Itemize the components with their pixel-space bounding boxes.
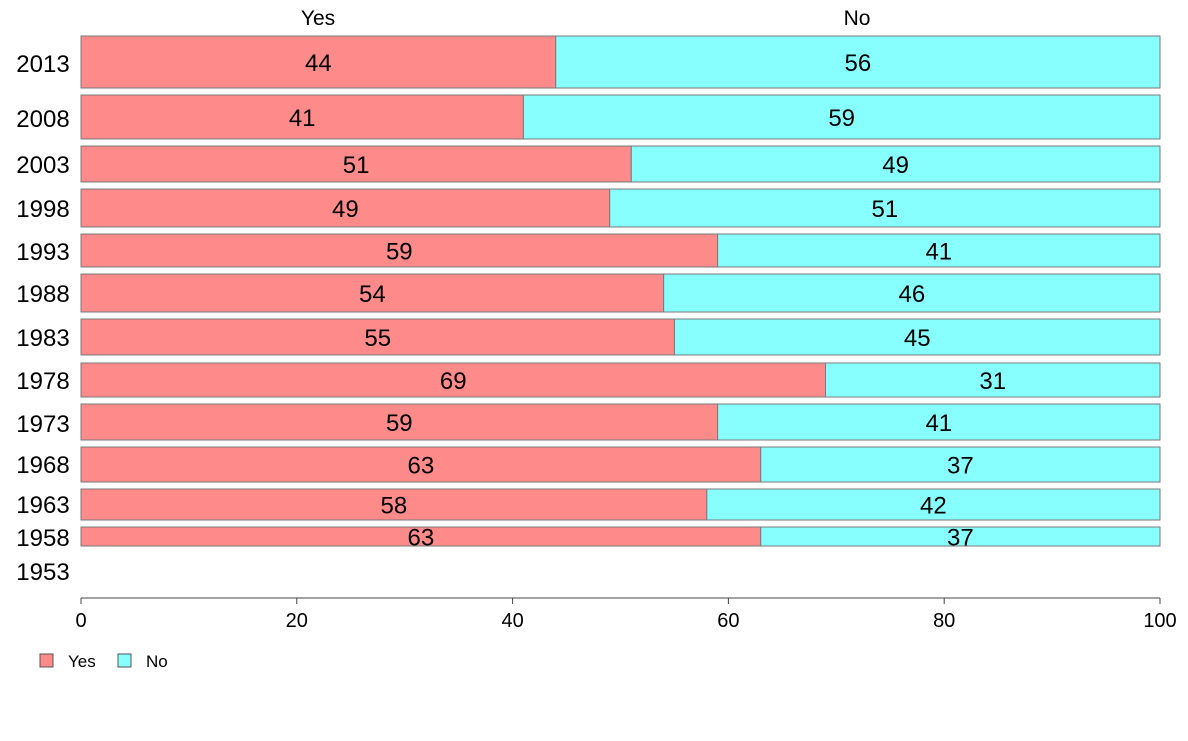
bar-no-2008: [522, 94, 1161, 140]
bar-yes-1968: [80, 446, 762, 483]
y-tick-label-2008: 2008: [16, 106, 69, 133]
bar-label-yes-1963: 58: [381, 493, 408, 520]
bar-label-no-2003: 49: [882, 152, 909, 179]
y-tick-label-1998: 1998: [16, 196, 69, 223]
bar-label-no-1963: 42: [920, 493, 947, 520]
bar-label-yes-2013: 44: [305, 50, 332, 77]
bar-yes-1998: [80, 188, 611, 228]
bar-label-yes-2003: 51: [343, 152, 370, 179]
y-tick-label-1968: 1968: [16, 452, 69, 479]
x-tick-label-60: 60: [717, 610, 739, 632]
x-tick-label-100: 100: [1143, 610, 1176, 632]
column-headers: Yes No: [301, 7, 871, 30]
bar-no-1978: [825, 362, 1161, 398]
y-tick-label-2003: 2003: [16, 152, 69, 179]
legend-swatch-no: [117, 653, 132, 668]
y-tick-label-1983: 1983: [16, 325, 69, 352]
legend-label-no: No: [146, 652, 168, 671]
bar-no-1973: [717, 403, 1161, 441]
bar-yes-1973: [80, 403, 719, 441]
bar-label-yes-1988: 54: [359, 281, 386, 308]
bar-no-2003: [630, 145, 1161, 183]
bar-yes-1963: [80, 488, 708, 521]
column-header-yes: Yes: [301, 7, 335, 30]
bar-label-no-1993: 41: [925, 239, 952, 266]
bar-label-no-1983: 45: [904, 325, 931, 352]
bar-no-1958: [760, 526, 1161, 547]
legend: Yes No: [39, 652, 168, 671]
bar-label-no-1973: 41: [925, 410, 952, 437]
bar-label-yes-1998: 49: [332, 196, 359, 223]
bar-label-no-1978: 31: [979, 368, 1006, 395]
bar-no-1998: [609, 188, 1161, 228]
bar-yes-1983: [80, 318, 675, 356]
x-tick-label-80: 80: [933, 610, 955, 632]
bar-yes-1993: [80, 233, 719, 268]
column-header-no: No: [844, 7, 871, 30]
bar-label-no-2013: 56: [845, 50, 872, 77]
x-axis: 0 20 40 60 80 100: [75, 597, 1177, 632]
bar-yes-2003: [80, 145, 632, 183]
bar-no-1988: [663, 273, 1161, 313]
bar-label-no-1968: 37: [947, 453, 974, 480]
y-tick-label-1963: 1963: [16, 492, 69, 519]
y-tick-label-1958: 1958: [16, 525, 69, 552]
bar-no-1963: [706, 488, 1161, 521]
y-axis-labels: 2013 2008 2003 1998 1993 1988 1983 1978 1973 1968…: [16, 51, 69, 586]
bar-no-1968: [760, 446, 1161, 483]
bar-label-no-1988: 46: [898, 281, 925, 308]
bars: 44 56 41 59 51 49 49 51 59 41 54 46 55 45 69 31 59 41 63 37…: [80, 35, 1161, 552]
bar-label-yes-1958: 63: [408, 525, 435, 552]
x-tick-label-40: 40: [501, 610, 523, 632]
bar-label-yes-1968: 63: [408, 453, 435, 480]
bar-label-yes-2008: 41: [289, 105, 316, 132]
y-tick-label-2013: 2013: [16, 51, 69, 78]
legend-swatch-yes: [39, 653, 54, 668]
bar-label-yes-1983: 55: [364, 325, 391, 352]
bar-no-1983: [673, 318, 1161, 356]
bar-yes-2013: [80, 35, 557, 89]
bar-label-yes-1993: 59: [386, 239, 413, 266]
bar-label-no-1998: 51: [872, 196, 899, 223]
bar-label-yes-1978: 69: [440, 368, 467, 395]
bar-yes-2008: [80, 94, 524, 140]
x-tick-label-20: 20: [286, 610, 308, 632]
y-tick-label-1988: 1988: [16, 281, 69, 308]
bar-label-yes-1973: 59: [386, 410, 413, 437]
bar-label-no-2008: 59: [828, 105, 855, 132]
y-tick-label-1953: 1953: [16, 559, 69, 586]
y-tick-label-1973: 1973: [16, 411, 69, 438]
bar-no-2013: [555, 35, 1161, 89]
y-tick-label-1978: 1978: [16, 368, 69, 395]
x-tick-label-0: 0: [75, 610, 86, 632]
y-tick-label-1993: 1993: [16, 239, 69, 266]
bar-label-no-1958: 37: [947, 525, 974, 552]
bar-no-1993: [717, 233, 1161, 268]
legend-label-yes: Yes: [68, 652, 96, 671]
